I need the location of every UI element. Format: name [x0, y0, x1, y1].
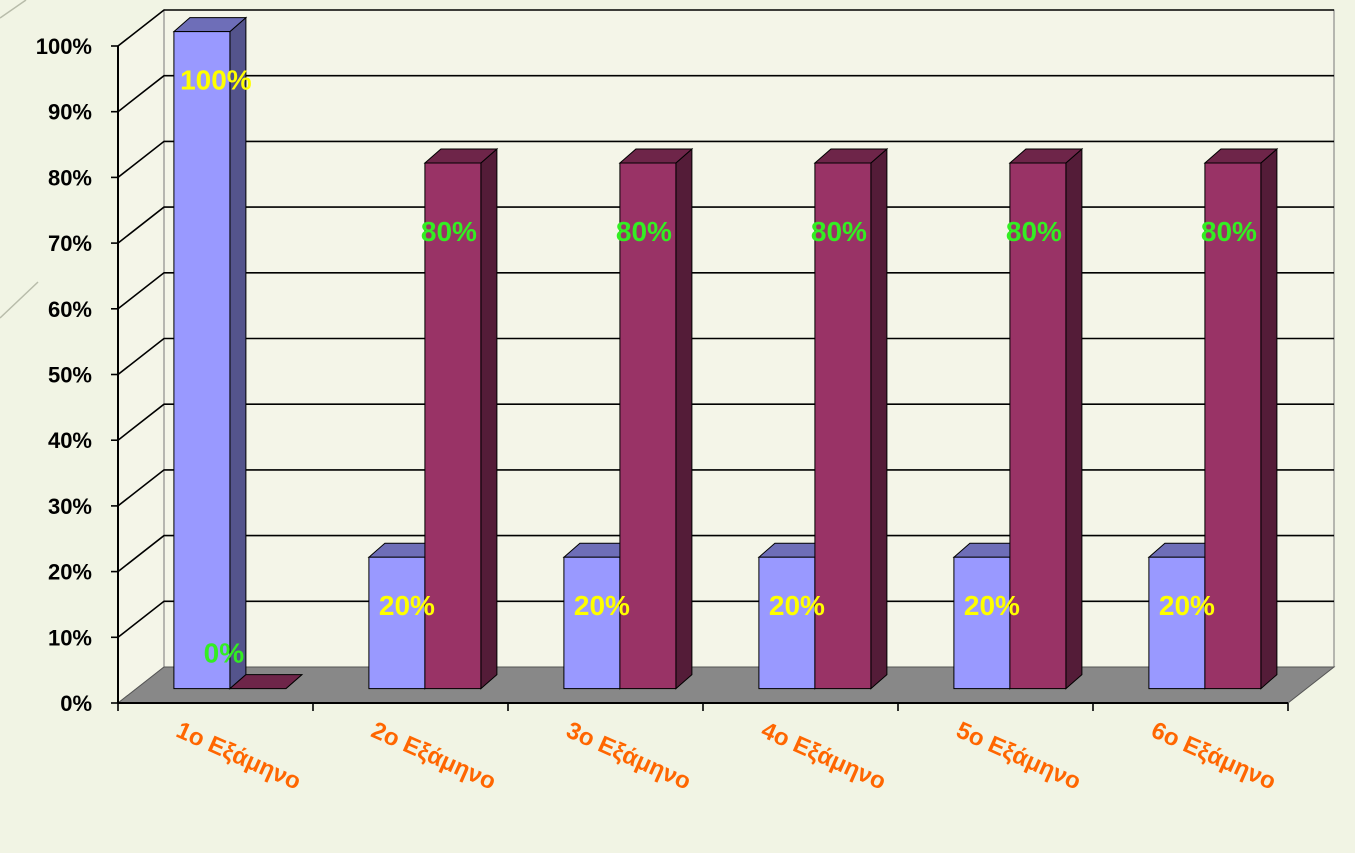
data-label: 80% — [616, 216, 672, 247]
gridline — [117, 534, 1334, 573]
gridline — [117, 271, 1334, 310]
bar — [814, 162, 872, 690]
y-tick-label: 70% — [48, 231, 92, 256]
data-label: 20% — [964, 590, 1020, 621]
data-label: 20% — [769, 590, 825, 621]
y-tick-label: 40% — [48, 428, 92, 453]
x-category-label: 3ο Εξάμηνο — [562, 717, 695, 796]
y-tick-label: 100% — [36, 34, 92, 59]
bar — [563, 556, 621, 690]
x-category-label: 2ο Εξάμηνο — [367, 717, 500, 796]
x-category-label: 4ο Εξάμηνο — [757, 717, 890, 796]
bar-side — [675, 147, 693, 690]
data-label: 80% — [1201, 216, 1257, 247]
bar — [424, 162, 482, 690]
data-label: 80% — [421, 216, 477, 247]
gridline — [117, 9, 1334, 47]
x-category-label: 6ο Εξάμηνο — [1147, 717, 1280, 796]
y-tick-label: 80% — [48, 165, 92, 190]
gridline — [117, 140, 1334, 179]
data-label: 80% — [811, 216, 867, 247]
gridline — [117, 469, 1334, 507]
data-label: 0% — [204, 638, 245, 669]
gridline — [117, 600, 1334, 638]
y-tick-label: 30% — [48, 494, 92, 519]
y-tick-label: 50% — [48, 363, 92, 388]
y-tick-label: 10% — [48, 625, 92, 650]
bar-side — [1260, 147, 1278, 690]
y-tick-label: 60% — [48, 297, 92, 322]
bar — [173, 31, 231, 690]
data-label: 20% — [574, 590, 630, 621]
bar-side — [870, 147, 888, 690]
bar-side — [229, 16, 247, 690]
bar-side — [480, 147, 498, 690]
bar — [1148, 556, 1206, 690]
data-label: 80% — [1006, 216, 1062, 247]
bar-side — [1065, 147, 1083, 690]
y-tick-label: 0% — [60, 691, 92, 716]
gridline — [117, 74, 1334, 113]
corner-decoration-line — [0, 0, 27, 19]
y-tick-label: 90% — [48, 100, 92, 125]
bar — [1204, 162, 1262, 690]
data-label: 100% — [180, 65, 252, 96]
gridline — [117, 206, 1334, 244]
data-label: 20% — [1159, 590, 1215, 621]
gridline — [117, 403, 1334, 441]
corner-decoration-line — [0, 281, 39, 319]
bar — [1009, 162, 1067, 690]
data-label: 20% — [379, 590, 435, 621]
bar-top — [228, 674, 304, 690]
x-category-label: 5ο Εξάμηνο — [952, 717, 1085, 796]
bar — [368, 556, 426, 690]
y-tick-label: 20% — [48, 560, 92, 585]
bar — [953, 556, 1011, 690]
x-category-label: 1ο Εξάμηνο — [172, 717, 305, 796]
gridline — [117, 337, 1334, 376]
bar — [758, 556, 816, 690]
bar — [619, 162, 677, 690]
